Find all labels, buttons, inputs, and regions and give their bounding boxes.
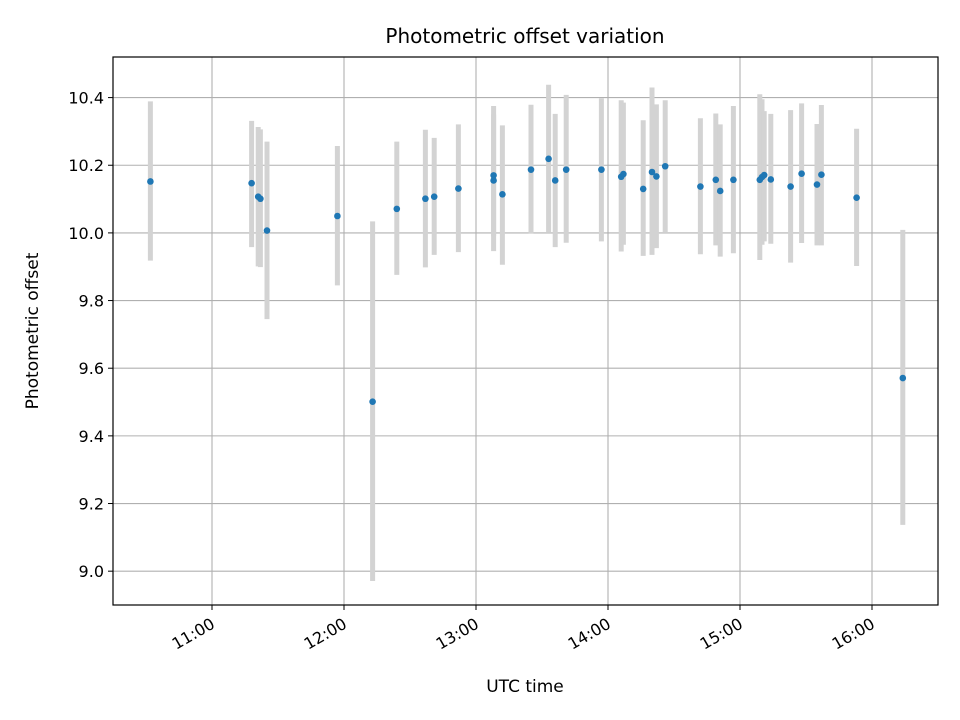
y-tick-label: 10.4 bbox=[68, 89, 104, 108]
y-tick-label: 9.6 bbox=[79, 359, 104, 378]
data-point bbox=[697, 183, 704, 190]
data-point bbox=[545, 155, 552, 163]
data-point bbox=[767, 176, 775, 183]
data-point bbox=[818, 171, 825, 179]
data-point bbox=[639, 185, 647, 193]
plot-area bbox=[113, 57, 938, 605]
data-point bbox=[393, 205, 401, 213]
y-axis-label: Photometric offset bbox=[23, 252, 43, 409]
chart-title: Photometric offset variation bbox=[385, 24, 664, 48]
data-point bbox=[430, 193, 438, 201]
x-axis-label: UTC time bbox=[486, 677, 564, 697]
data-point bbox=[730, 176, 737, 184]
data-point bbox=[455, 185, 462, 192]
data-point bbox=[798, 170, 805, 178]
data-point bbox=[899, 374, 907, 382]
data-point bbox=[760, 171, 768, 179]
data-point bbox=[653, 173, 660, 180]
data-point bbox=[147, 178, 154, 185]
data-point bbox=[263, 227, 271, 234]
data-point bbox=[551, 177, 559, 184]
data-point bbox=[369, 398, 376, 405]
data-point bbox=[716, 187, 724, 195]
grid bbox=[113, 57, 938, 605]
data-point bbox=[499, 191, 506, 198]
data-point bbox=[334, 212, 341, 220]
y-tick-label: 10.2 bbox=[68, 156, 104, 175]
data-point bbox=[787, 183, 794, 190]
y-axis: 9.0 9.2 9.4 9.6 9.8 10.0 10.2 10.4 bbox=[68, 89, 113, 581]
data-point bbox=[661, 162, 669, 170]
data-point bbox=[257, 195, 264, 203]
data-point bbox=[422, 195, 429, 203]
data-point bbox=[648, 168, 656, 176]
y-tick-label: 9.4 bbox=[79, 427, 104, 446]
data-point bbox=[562, 166, 570, 173]
data-point bbox=[712, 176, 720, 184]
data-points bbox=[147, 155, 907, 405]
data-point bbox=[490, 177, 497, 184]
y-tick-label: 10.0 bbox=[68, 224, 104, 243]
data-point bbox=[598, 166, 605, 173]
data-point bbox=[853, 194, 860, 202]
plot-frame bbox=[112, 56, 939, 606]
data-point bbox=[248, 179, 255, 187]
data-point bbox=[620, 170, 627, 178]
y-tick-label: 9.0 bbox=[79, 562, 104, 581]
data-point bbox=[490, 172, 497, 179]
data-point bbox=[813, 181, 821, 188]
y-tick-label: 9.8 bbox=[79, 292, 104, 311]
y-tick-label: 9.2 bbox=[79, 495, 104, 514]
data-point bbox=[527, 166, 535, 173]
